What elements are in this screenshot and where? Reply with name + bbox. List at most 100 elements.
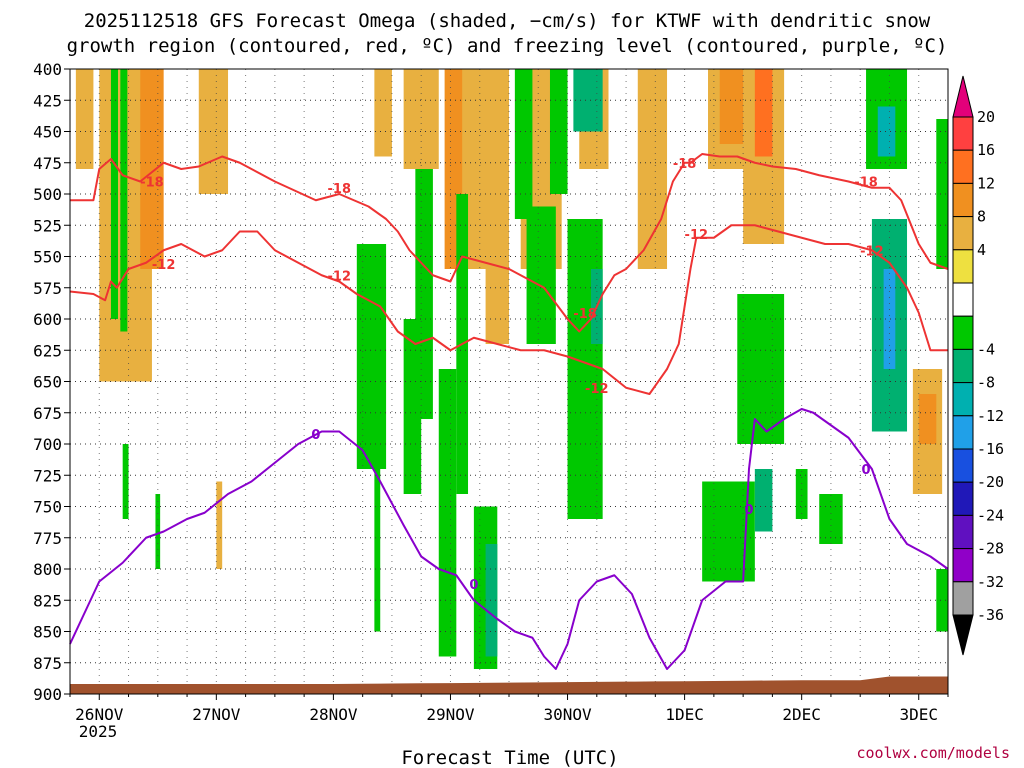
x-tick-label: 29NOV [426, 705, 475, 724]
colorbar-segment [952, 514, 974, 550]
y-tick-label: 525 [33, 216, 62, 235]
omega-shade-cell [403, 69, 439, 169]
colorbar-bottom-arrow [952, 614, 974, 656]
contour-dgz-neg18 [70, 153, 949, 333]
omega-shade-cell [485, 544, 498, 657]
contour-label: -12 [152, 258, 176, 273]
contour-label: -18 [140, 176, 164, 191]
contour-label: -12 [685, 228, 709, 243]
omega-shade-cell [356, 244, 387, 469]
y-axis: 400 425 450 475 500 525 550 575 600 625 650 675 700 7… [33, 60, 70, 704]
x-tick-label: 1DEC [665, 705, 704, 724]
omega-shade-cell [216, 481, 223, 569]
colorbar-label: 4 [977, 241, 986, 259]
chart-title-line1: 2025112518 GFS Forecast Omega (shaded, −… [84, 10, 931, 32]
colorbar-segment [952, 548, 974, 583]
y-tick-label: 425 [33, 91, 62, 110]
contour-freezing-0 [69, 408, 949, 670]
y-tick-label: 725 [33, 466, 62, 485]
colorbar-label: 16 [977, 141, 995, 159]
omega-shade-cell [754, 469, 773, 532]
omega-shade-cell [549, 69, 568, 194]
contour-label: -18 [854, 176, 878, 191]
omega-shade-cell [485, 244, 509, 344]
colorbar-label: 12 [977, 174, 995, 192]
colorbar-segment [952, 216, 974, 251]
colorbar-segment [952, 315, 974, 350]
contour-label: 0 [862, 463, 871, 478]
y-tick-label: 775 [33, 529, 62, 548]
colorbar-label: -32 [977, 573, 1004, 591]
chart-title-line2: growth region (contoured, red, ºC) and f… [67, 35, 948, 57]
omega-shade-cell [526, 206, 556, 344]
y-tick-label: 875 [33, 654, 62, 673]
x-tick-label: 28NOV [309, 705, 358, 724]
year-label: 2025 [79, 722, 118, 741]
omega-shade-cell [415, 169, 433, 419]
omega-shade-cell [883, 269, 896, 369]
omega-shade-cell [198, 69, 229, 194]
colorbar-segment [952, 282, 974, 317]
y-tick-label: 650 [33, 373, 62, 392]
colorbar-segment [952, 448, 974, 483]
y-tick-label: 900 [33, 685, 62, 704]
colorbar-segment [952, 415, 974, 450]
contour-label: -12 [328, 269, 352, 284]
omega-shade-cell [438, 369, 457, 657]
plot-area: -18 -18 -18 -18 -18 -12 -12 -12 -12 -12 0 0 0 0 [69, 68, 949, 695]
contour-dgz-neg12 [69, 224, 948, 395]
y-tick-label: 850 [33, 623, 62, 642]
x-axis-label: Forecast Time (UTC) [401, 747, 618, 768]
colorbar-segment [952, 249, 974, 284]
y-tick-label: 700 [33, 435, 62, 454]
omega-shade-cell [462, 69, 509, 269]
y-tick-label: 750 [33, 498, 62, 517]
colorbar-top-arrow [952, 75, 974, 118]
omega-shade-cell [120, 69, 128, 332]
contour-label: 0 [469, 578, 478, 593]
omega-shade-cell [754, 69, 773, 157]
colorbar-segment [952, 382, 974, 417]
contour-label: -18 [673, 157, 697, 172]
contour-label: -18 [573, 307, 597, 322]
omega-shade-cell [936, 119, 948, 269]
omega-shade-cell [737, 294, 785, 444]
credit-text: coolwx.com/models [856, 744, 1010, 762]
omega-shade-cell [514, 69, 533, 219]
omega-shade-cell [374, 69, 392, 157]
terrain-band [70, 676, 948, 694]
y-tick-label: 400 [33, 60, 62, 79]
omega-shade-cell [140, 69, 164, 269]
x-tick-label: 26NOV [75, 705, 124, 724]
contour-label: -12 [860, 244, 884, 259]
omega-shade-cell [637, 69, 668, 269]
x-tick-label: 3DEC [899, 705, 938, 724]
omega-shade-cell [110, 69, 118, 319]
y-tick-label: 800 [33, 560, 62, 579]
contour-label: -18 [328, 182, 352, 197]
colorbar-label: -20 [977, 473, 1004, 491]
colorbar-label: -8 [977, 374, 995, 392]
colorbar-label: 20 [977, 108, 995, 126]
x-axis: 26NOV 27NOV 28NOV 29NOV 30NOV 1DEC 2DEC 3DEC [69, 694, 949, 724]
y-tick-label: 550 [33, 248, 62, 267]
contour-label: -12 [585, 382, 609, 397]
omega-shade-cell [573, 69, 603, 132]
y-tick-label: 575 [33, 279, 62, 298]
omega-shade-cell [936, 569, 948, 632]
colorbar-segment [952, 581, 974, 616]
y-tick-label: 500 [33, 185, 62, 204]
colorbar-label: -4 [977, 340, 995, 358]
omega-shade-cell [567, 219, 603, 519]
omega-shade-cell [795, 469, 808, 519]
y-tick-label: 625 [33, 341, 62, 360]
omega-shade-cell [877, 106, 896, 157]
omega-shade-cell [75, 69, 94, 169]
colorbar-label: -16 [977, 440, 1004, 458]
omega-shade-cell [918, 394, 937, 444]
x-tick-label: 2DEC [782, 705, 821, 724]
omega-shade-cell [122, 444, 129, 519]
colorbar-segment [952, 481, 974, 516]
colorbar-label: -24 [977, 506, 1004, 524]
